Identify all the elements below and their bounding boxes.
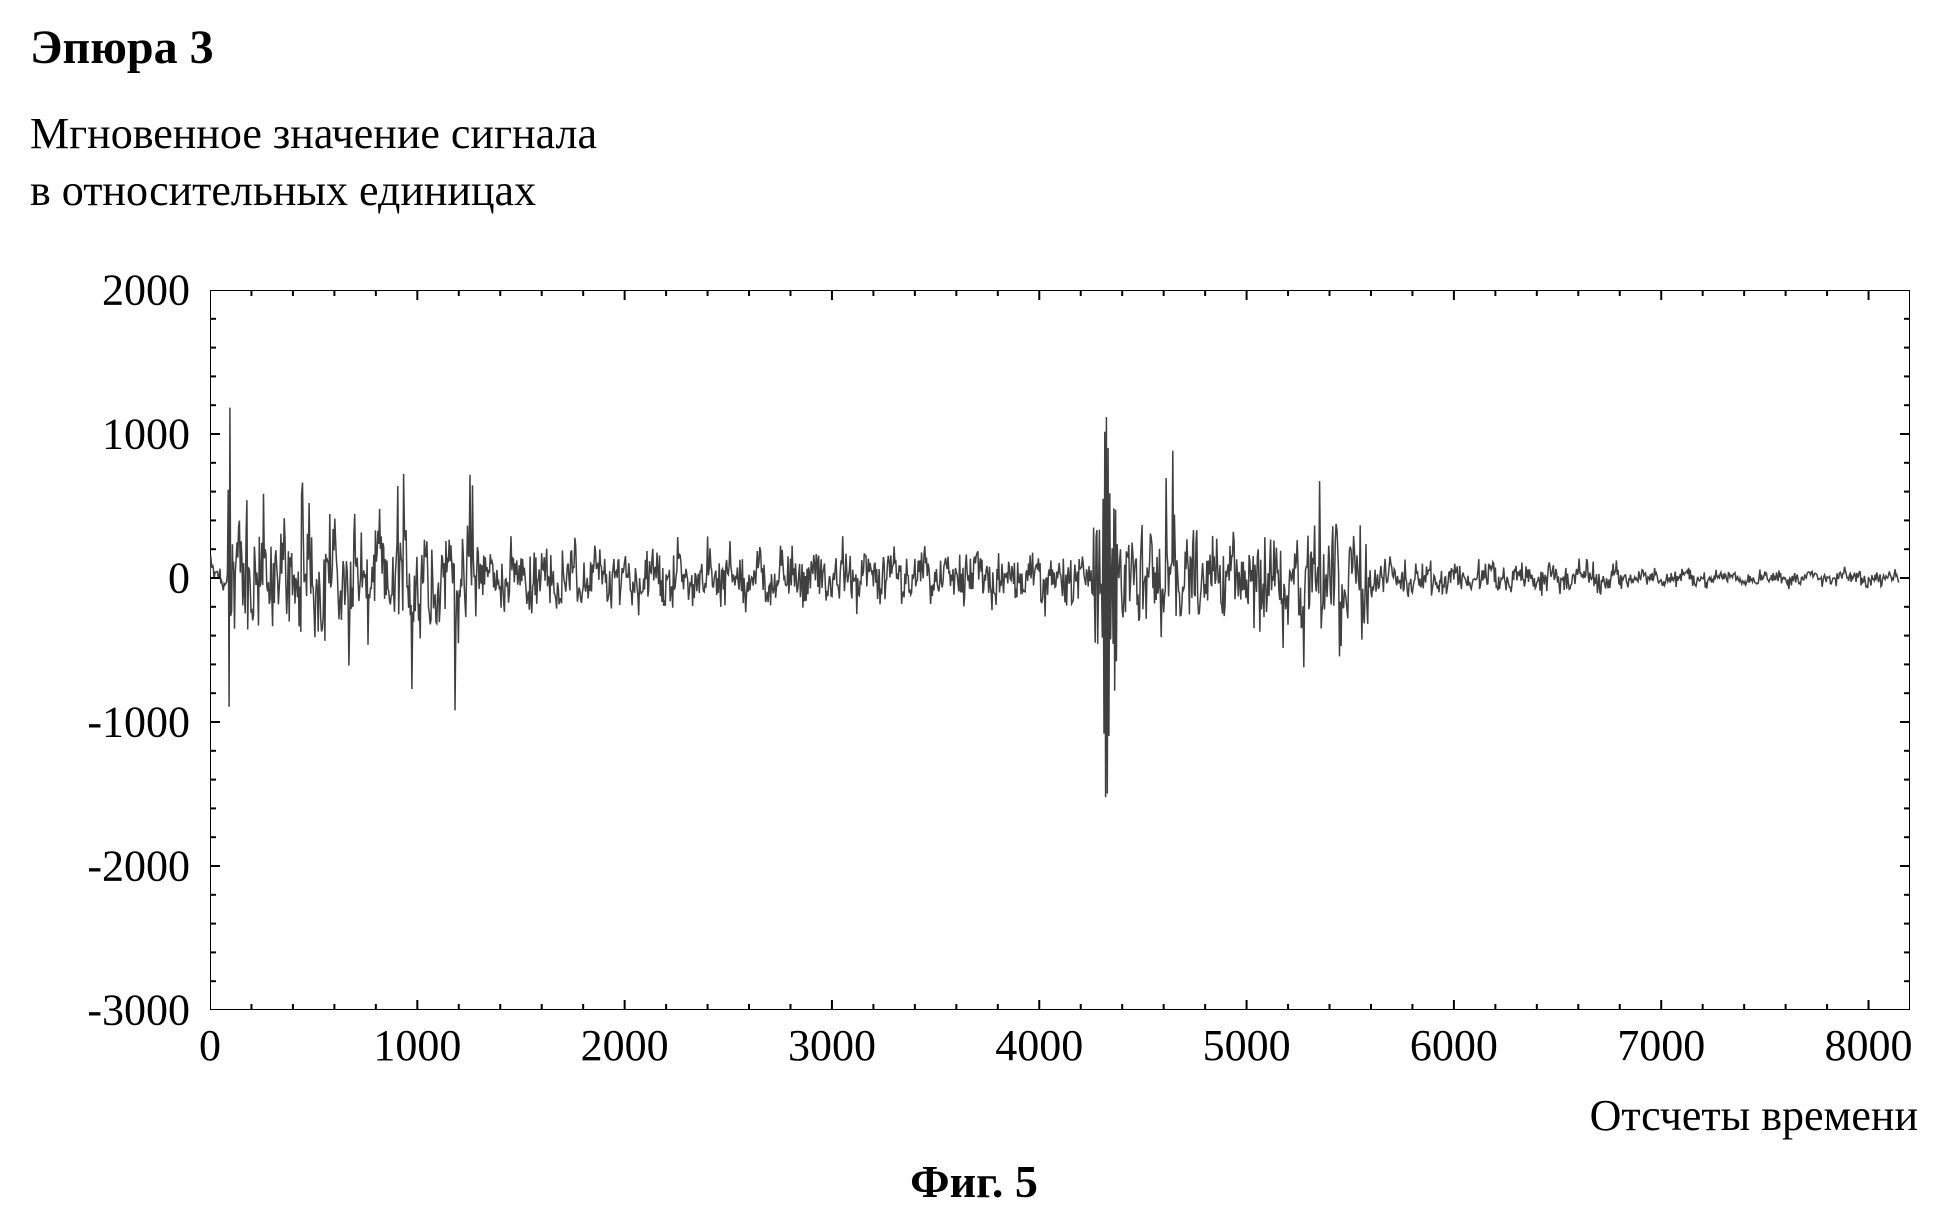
- x-tick-label: 1000: [373, 1020, 461, 1071]
- y-tick-label: 0: [168, 553, 190, 604]
- x-tick-label: 7000: [1617, 1020, 1705, 1071]
- x-tick-label: 6000: [1410, 1020, 1498, 1071]
- x-tick-label: 2000: [581, 1020, 669, 1071]
- x-tick-label: 3000: [788, 1020, 876, 1071]
- subtitle-line2: в относительных единицах: [30, 162, 597, 219]
- y-tick-label: 1000: [102, 409, 190, 460]
- y-tick-label: -1000: [87, 697, 190, 748]
- x-tick-label: 5000: [1203, 1020, 1291, 1071]
- subtitle-line1: Мгновенное значение сигнала: [30, 105, 597, 162]
- x-tick-label: 4000: [995, 1020, 1083, 1071]
- figure-caption: Фиг. 5: [0, 1155, 1948, 1208]
- y-tick-label: -3000: [87, 985, 190, 1036]
- x-axis-label: Отсчеты времени: [1590, 1090, 1918, 1141]
- x-tick-label: 8000: [1825, 1020, 1913, 1071]
- signal-chart: [210, 290, 1910, 1010]
- page-title: Эпюра 3: [30, 20, 597, 75]
- y-tick-label: 2000: [102, 265, 190, 316]
- x-tick-labels: 010002000300040005000600070008000: [210, 1020, 1910, 1080]
- x-tick-label: 0: [199, 1020, 221, 1071]
- y-tick-labels: -3000-2000-1000010002000: [0, 290, 200, 1010]
- y-tick-label: -2000: [87, 841, 190, 892]
